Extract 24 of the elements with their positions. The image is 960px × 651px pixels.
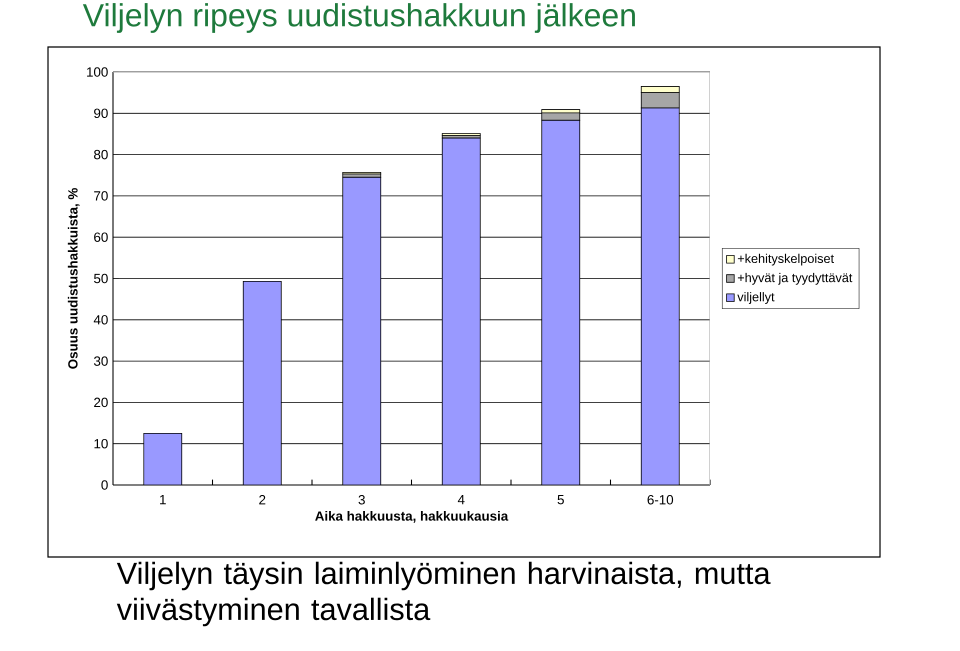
- y-tick-label: 60: [94, 232, 108, 242]
- y-tick-label: 20: [94, 398, 108, 408]
- y-tick-label: 90: [94, 108, 108, 118]
- text: Viljelyn täysin laiminlyöminen harvinaista, mutta viivästyminen tavallista: [116, 562, 771, 626]
- legend-label: +hyvät ja tyydyttävät: [738, 272, 852, 285]
- x-tick-label: 5: [558, 495, 564, 504]
- y-axis-title: Osuus uudistushakkuista, %: [68, 188, 80, 369]
- x-tick-label: 1: [160, 495, 166, 504]
- y-tick-label: 50: [94, 274, 108, 284]
- y-tick-label: 80: [94, 150, 108, 160]
- chart-title: Viljelyn ripeys uudistushakkuun jälkeen: [82, 3, 635, 33]
- x-tick-label: 2: [259, 495, 266, 504]
- y-tick-label: 30: [94, 356, 108, 366]
- x-tick-label: 4: [458, 495, 465, 504]
- y-tick-label: 70: [94, 191, 108, 201]
- x-tick-label: 3: [358, 495, 365, 504]
- y-tick-label: 0: [101, 480, 108, 490]
- legend-label: +kehityskelpoiset: [738, 254, 834, 266]
- y-tick-label: 10: [94, 438, 108, 448]
- x-axis-title: Aika hakkuusta, hakkuukausia: [315, 510, 508, 523]
- x-tick-label: 6-10: [648, 495, 674, 504]
- y-tick-label: 40: [94, 315, 108, 325]
- y-tick-label: 100: [87, 67, 108, 77]
- legend-label: viljellyt: [737, 292, 774, 304]
